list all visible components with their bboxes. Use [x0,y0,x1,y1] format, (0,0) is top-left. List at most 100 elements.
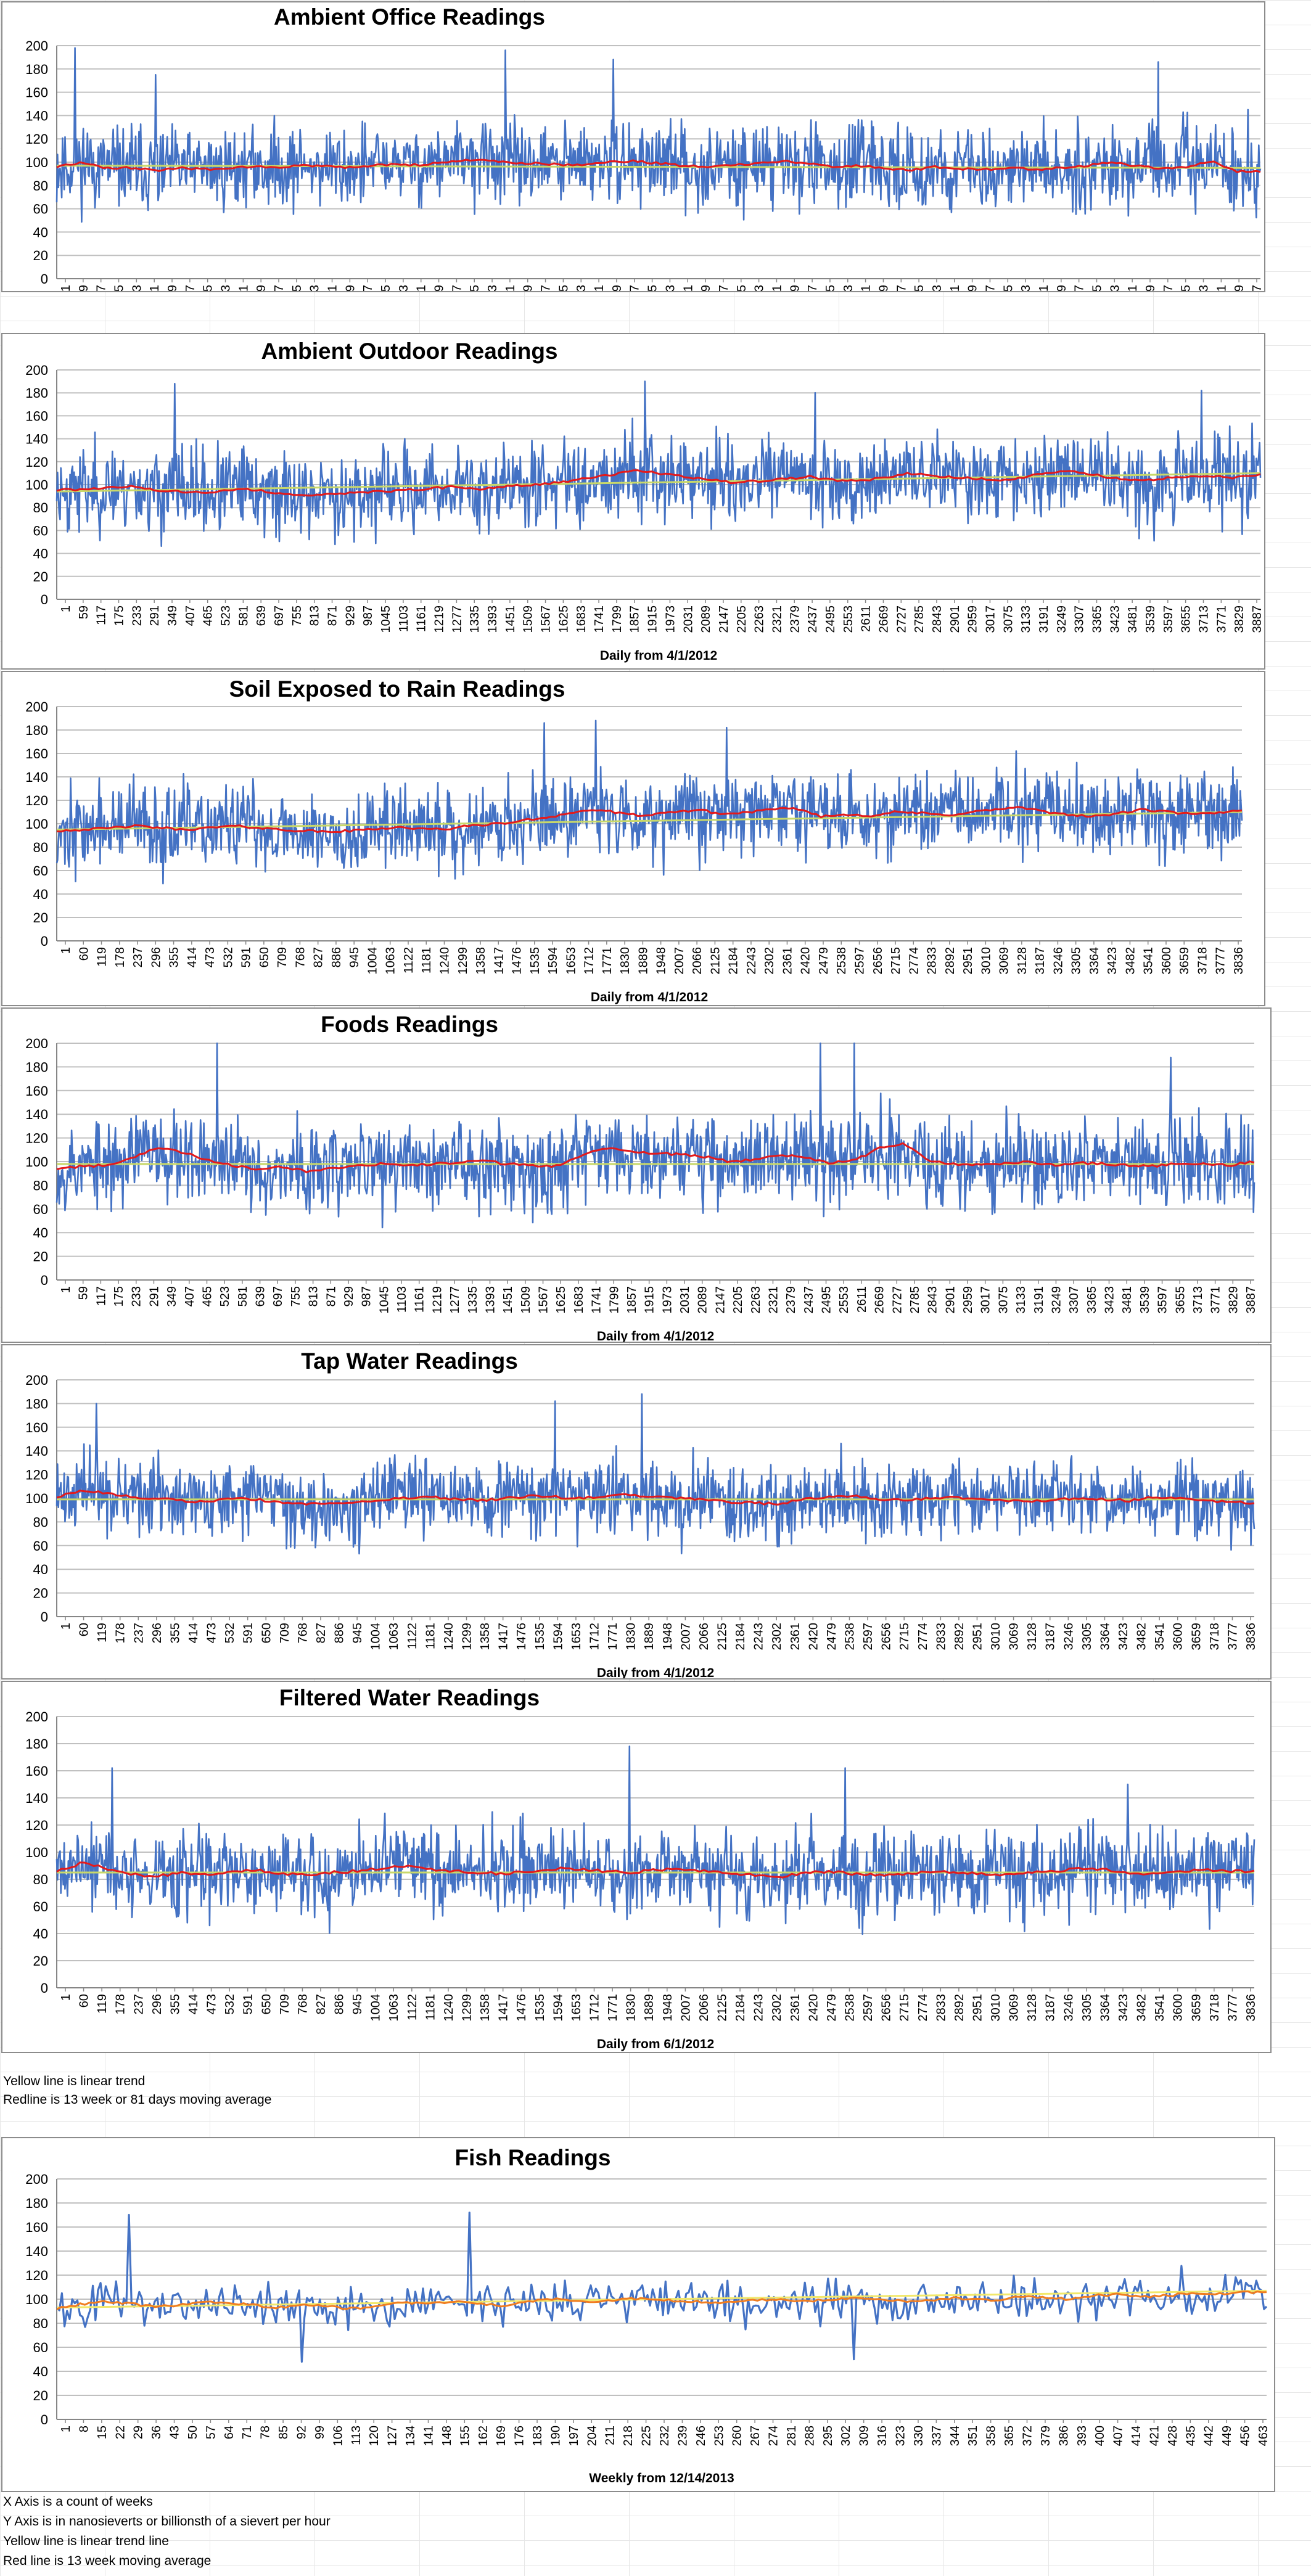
x-tick-label: 2125 [715,1623,729,1651]
series-readings [55,47,1262,223]
y-tick-label: 140 [25,1107,48,1122]
x-tick-label: 237 [132,1994,146,2014]
y-tick-label: 100 [25,1845,48,1860]
x-tick-label: 178 [114,1623,128,1643]
x-tick-label: 1181 [424,1994,437,2020]
x-tick-label: 1653 [570,1623,583,1651]
x-tick-label: 813 [308,285,322,291]
x-tick-label: 1045 [379,605,393,633]
x-tick-label: 349 [166,285,179,291]
x-tick-label: 386 [1057,2426,1071,2446]
x-tick-label: 2843 [926,1286,940,1314]
x-tick-label: 1712 [588,1623,602,1651]
x-tick-label: 190 [549,2426,562,2446]
x-tick-label: 2597 [861,1994,875,2022]
x-tick-label: 22 [113,2426,127,2439]
x-tick-label: 1063 [387,1623,401,1651]
x-tick-label: 1161 [415,285,429,291]
x-tick-label: 3771 [1215,285,1228,291]
y-tick-label: 20 [33,2388,48,2403]
x-tick-label: 3777 [1214,947,1228,975]
x-tick-label: 3365 [1090,605,1104,633]
x-tick-label: 1004 [369,1623,383,1651]
x-tick-label: 3017 [979,1286,993,1314]
x-tick-label: 1 [59,1286,73,1293]
x-tick-label: 239 [676,2426,689,2446]
x-tick-label: 2031 [681,285,695,291]
y-tick-label: 80 [33,2316,48,2331]
x-tick-label: 233 [130,285,144,291]
x-tick-label: 2420 [799,947,813,975]
x-tick-label: 2727 [890,1286,904,1314]
x-tick-label: 2715 [898,1994,911,2022]
y-tick-label: 60 [33,1202,48,1217]
x-tick-label: 1358 [474,947,488,975]
x-tick-label: 2031 [678,1286,692,1314]
y-tick-label: 40 [33,546,48,562]
x-tick-label: 267 [749,2426,762,2446]
x-tick-label: 2302 [770,1994,784,2022]
x-tick-label: 288 [803,2426,816,2446]
x-tick-label: 78 [259,2426,273,2439]
x-tick-label: 2302 [763,947,776,975]
x-tick-label: 365 [1003,2426,1016,2446]
x-tick-label: 1240 [438,947,451,975]
y-tick-label: 0 [41,1980,48,1996]
y-tick-label: 140 [25,769,48,785]
x-tick-label: 2553 [842,605,855,633]
x-tick-labels: 1 60 119 178 237 296 355 414 473 532 591 650 709 768 8… [59,1617,1258,1651]
x-tick-label: 449 [1220,2426,1234,2446]
y-tick-label: 40 [33,2364,48,2379]
x-tick-label: 1857 [625,1286,639,1314]
x-tick-label: 2361 [781,947,794,975]
x-tick-label: 465 [202,605,215,626]
chart-foods: Foods Readings 0 20 40 60 80 100 120 140 160 180 20… [1,1007,1272,1343]
x-tick-labels: 1 59 117 175 233 291 349 407 465 523 581 639 697 755 8… [59,279,1264,291]
x-tick-label: 3423 [1117,1623,1130,1651]
y-tick-label: 180 [25,385,48,401]
x-tick-label: 886 [330,947,343,967]
x-tick-label: 295 [821,2426,835,2446]
x-tick-label: 2321 [766,1286,780,1314]
x-axis-label: Weekly from 12/14/2013 [589,2471,734,2485]
chart-title: Ambient Office Readings [274,4,545,30]
y-tick-label: 120 [25,793,48,808]
series-readings [55,1042,1256,1229]
y-tick-label: 160 [25,1083,48,1099]
x-tick-label: 351 [966,2426,980,2446]
x-tick-label: 1830 [619,947,632,975]
x-tick-label: 3539 [1144,605,1157,633]
x-tick-label: 2959 [966,605,980,633]
x-tick-label: 2479 [825,1994,839,2022]
chart-title: Ambient Outdoor Readings [261,338,558,364]
x-tick-label: 3364 [1098,1994,1112,2022]
x-tick-label: 871 [326,605,340,626]
y-tick-label: 40 [33,224,48,240]
y-tick-label: 20 [33,910,48,925]
x-tick-label: 945 [351,1994,364,2014]
x-tick-label: 3187 [1044,1994,1058,2022]
x-tick-label: 3249 [1050,1286,1063,1314]
x-tick-label: 197 [567,2426,581,2446]
x-axis-label: Daily from 4/1/2012 [591,990,708,1004]
x-tick-label: 2302 [770,1623,784,1651]
x-tick-label: 3829 [1233,285,1246,291]
x-tick-label: 281 [785,2426,799,2446]
x-tick-label: 1240 [442,1623,456,1651]
x-tick-label: 176 [513,2426,527,2446]
x-tick-label: 117 [94,1286,108,1306]
x-tick-label: 2379 [788,285,802,291]
y-tick-label: 120 [25,131,48,147]
x-tick-label: 709 [276,947,289,967]
x-tick-label: 155 [458,2426,472,2446]
x-tick-label: 3191 [1037,605,1051,633]
x-tick-label: 1535 [533,1994,547,2022]
x-tick-labels: 1 60 119 178 237 296 355 414 473 532 591 650 709 768 8… [59,941,1246,975]
x-tick-label: 591 [242,1623,255,1643]
x-tick-label: 3829 [1233,605,1246,633]
x-tick-label: 71 [240,2426,254,2439]
x-tick-label: 2833 [934,1623,948,1651]
chart-ambient-outdoor: Ambient Outdoor Readings 0 20 40 60 80 100 120 1… [1,333,1265,670]
x-tick-label: 532 [221,947,235,967]
series-readings [55,1745,1256,1935]
